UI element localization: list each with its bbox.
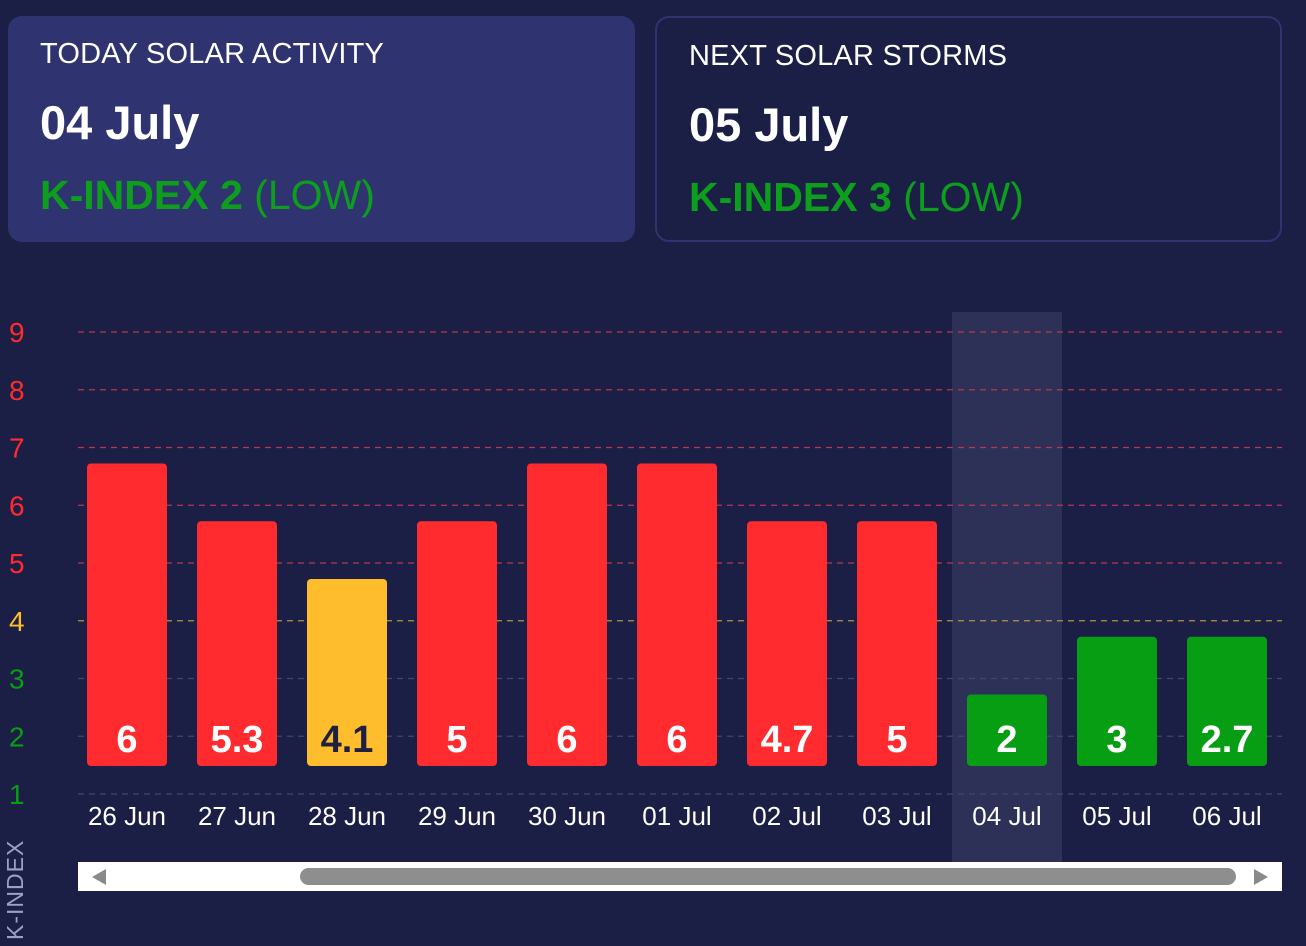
scroll-right-arrow-icon[interactable] <box>1254 869 1268 885</box>
bar-value-label: 5 <box>886 719 907 761</box>
bar-value-label: 5.3 <box>211 719 264 761</box>
scrollbar-thumb[interactable] <box>300 868 1236 885</box>
bar <box>197 521 277 766</box>
today-kindex: K-INDEX 2 (LOW) <box>40 172 603 219</box>
y-tick-label: 2 <box>9 721 25 752</box>
next-card-date: 05 July <box>689 98 849 151</box>
y-tick-label: 1 <box>9 779 25 810</box>
y-tick-label: 8 <box>9 375 25 406</box>
x-tick-label: 05 Jul <box>1082 801 1151 831</box>
bar-value-label: 5 <box>446 719 467 761</box>
bar-value-label: 6 <box>116 719 137 761</box>
y-tick-label: 9 <box>9 317 25 348</box>
today-kindex-level: (LOW) <box>254 172 375 218</box>
bar-value-label: 3 <box>1106 719 1127 761</box>
bar <box>527 463 607 766</box>
bar-value-label: 2.7 <box>1201 719 1254 761</box>
x-tick-label: 03 Jul <box>862 801 931 831</box>
bar <box>1187 636 1267 766</box>
bar-value-label: 6 <box>556 719 577 761</box>
x-tick-label: 01 Jul <box>642 801 711 831</box>
bar <box>307 579 387 766</box>
y-tick-label: 3 <box>9 664 25 695</box>
bar-value-label: 6 <box>666 719 687 761</box>
today-card-title: TODAY SOLAR ACTIVITY <box>40 38 385 70</box>
y-tick-label: 6 <box>9 490 25 521</box>
x-tick-label: 27 Jun <box>198 801 276 831</box>
bar <box>87 463 167 766</box>
bar-value-label: 4.1 <box>321 719 374 761</box>
x-tick-label: 02 Jul <box>752 801 821 831</box>
bar <box>967 694 1047 766</box>
next-kindex-level: (LOW) <box>903 174 1024 220</box>
bar <box>637 463 717 766</box>
x-tick-label: 30 Jun <box>528 801 606 831</box>
today-kindex-value: K-INDEX 2 <box>40 172 243 218</box>
today-card-date: 04 July <box>40 96 200 149</box>
chart-scrollbar[interactable] <box>78 862 1282 891</box>
x-tick-label: 04 Jul <box>972 801 1041 831</box>
next-solar-storms-card: NEXT SOLAR STORMS 05 July K-INDEX 3 (LOW… <box>655 16 1282 242</box>
x-tick-label: 29 Jun <box>418 801 496 831</box>
bar <box>747 521 827 766</box>
y-tick-label: 7 <box>9 433 25 464</box>
scroll-left-arrow-icon[interactable] <box>92 869 106 885</box>
next-kindex: K-INDEX 3 (LOW) <box>689 174 1248 221</box>
x-tick-label: 06 Jul <box>1192 801 1261 831</box>
bar <box>1077 636 1157 766</box>
bar-value-label: 2 <box>996 719 1017 761</box>
next-card-title: NEXT SOLAR STORMS <box>689 40 1008 72</box>
bar <box>857 521 937 766</box>
next-kindex-value: K-INDEX 3 <box>689 174 892 220</box>
today-solar-activity-card: TODAY SOLAR ACTIVITY 04 July K-INDEX 2 (… <box>8 16 635 242</box>
y-axis-label: K-INDEX <box>2 839 28 940</box>
bar <box>417 521 497 766</box>
x-tick-label: 26 Jun <box>88 801 166 831</box>
highlight-band <box>952 312 1062 862</box>
y-tick-label: 5 <box>9 548 25 579</box>
bar-value-label: 4.7 <box>761 719 814 761</box>
x-tick-label: 28 Jun <box>308 801 386 831</box>
y-tick-label: 4 <box>9 606 25 637</box>
